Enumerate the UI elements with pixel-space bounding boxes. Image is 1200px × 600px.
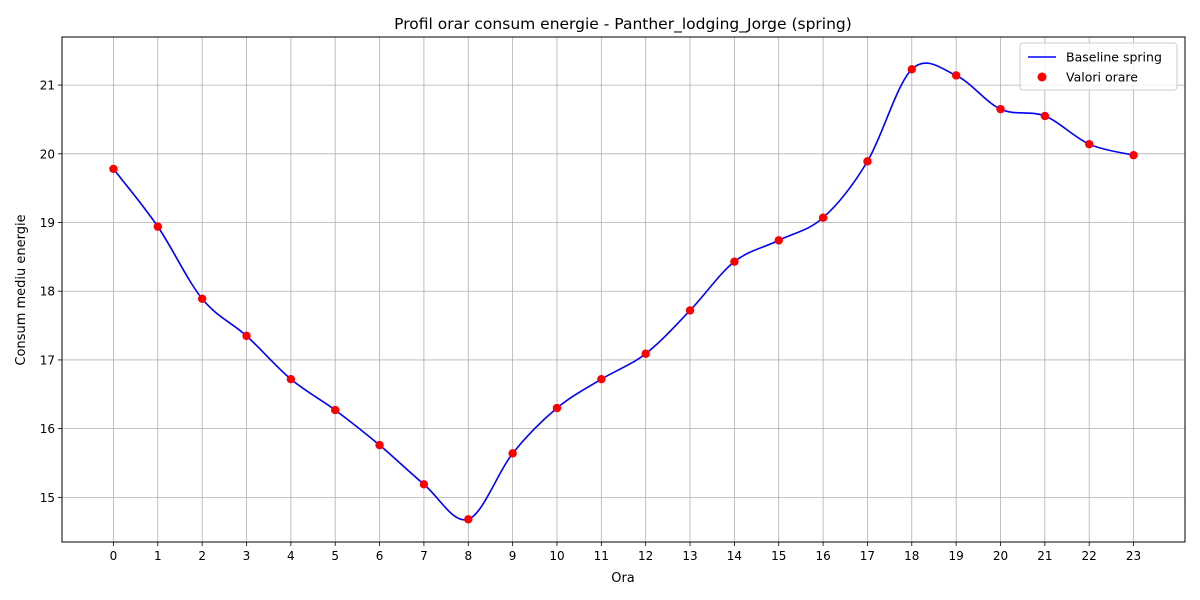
data-point — [774, 236, 783, 245]
x-tick-label: 10 — [549, 549, 564, 563]
data-point — [286, 374, 296, 384]
x-tick-label: 13 — [682, 549, 697, 563]
x-tick-label: 12 — [638, 549, 653, 563]
x-tick-label: 5 — [331, 549, 339, 563]
x-tick-label: 4 — [287, 549, 295, 563]
x-tick-label: 1 — [154, 549, 162, 563]
x-tick-label: 7 — [420, 549, 428, 563]
x-tick-label: 14 — [727, 549, 742, 563]
data-point — [863, 157, 872, 166]
x-tick-label: 6 — [376, 549, 384, 563]
x-tick-label: 8 — [464, 549, 472, 563]
data-point — [996, 104, 1005, 114]
x-tick-label: 15 — [771, 549, 786, 563]
data-point — [419, 480, 429, 489]
data-point — [508, 449, 517, 458]
y-tick-label: 17 — [40, 353, 55, 367]
data-point — [331, 405, 340, 415]
data-point — [951, 71, 961, 80]
x-tick-label: 0 — [110, 549, 118, 563]
y-axis-label: Consum mediu energie — [14, 214, 29, 365]
x-tick-label: 22 — [1082, 549, 1097, 563]
x-tick-label: 16 — [815, 549, 830, 563]
x-tick-label: 20 — [993, 549, 1008, 563]
data-point — [1084, 139, 1094, 149]
y-axis: 15 16 17 18 19 20 21 — [40, 79, 62, 505]
y-tick-label: 16 — [40, 422, 55, 436]
legend: Baseline spring Valori orare — [1019, 42, 1178, 91]
data-point — [109, 164, 118, 174]
chart-title: Profil orar consum energie - Panther_lod… — [394, 15, 852, 34]
x-axis-label: Ora — [611, 571, 635, 586]
grid — [62, 37, 1185, 542]
data-point — [685, 306, 695, 315]
data-point — [197, 294, 207, 303]
data-point — [1129, 150, 1138, 160]
x-tick-label: 17 — [860, 549, 875, 563]
data-point — [730, 257, 739, 266]
data-point — [552, 403, 562, 413]
x-tick-label: 21 — [1037, 549, 1052, 563]
data-point — [597, 374, 606, 384]
legend-marker-swatch — [1037, 72, 1047, 82]
data-point — [375, 440, 384, 450]
plot-area — [109, 62, 1138, 524]
plot-frame — [61, 36, 1186, 543]
x-tick-label: 9 — [509, 549, 517, 563]
data-point — [464, 515, 473, 524]
data-point — [907, 65, 916, 74]
x-tick-label: 19 — [949, 549, 964, 563]
x-tick-label: 2 — [198, 549, 206, 563]
legend-label-baseline: Baseline spring — [1066, 50, 1162, 65]
data-point — [153, 222, 163, 231]
x-tick-label: 11 — [594, 549, 609, 563]
data-point — [641, 349, 650, 358]
y-tick-label: 18 — [40, 285, 55, 299]
y-tick-label: 20 — [40, 147, 55, 161]
y-tick-label: 15 — [40, 491, 55, 505]
x-axis: 0 1 2 3 4 5 6 7 8 9 10 11 12 13 14 15 16 17 18 19 20 21 22 23 — [110, 542, 1141, 563]
x-tick-label: 23 — [1126, 549, 1141, 563]
data-point — [818, 213, 828, 222]
x-tick-label: 3 — [243, 549, 251, 563]
legend-label-points: Valori orare — [1066, 70, 1138, 85]
y-tick-label: 21 — [40, 79, 55, 93]
x-tick-label: 18 — [904, 549, 919, 563]
y-tick-label: 19 — [40, 216, 55, 230]
data-point — [1040, 111, 1050, 121]
data-point — [242, 331, 251, 341]
legend-box — [1019, 42, 1178, 91]
